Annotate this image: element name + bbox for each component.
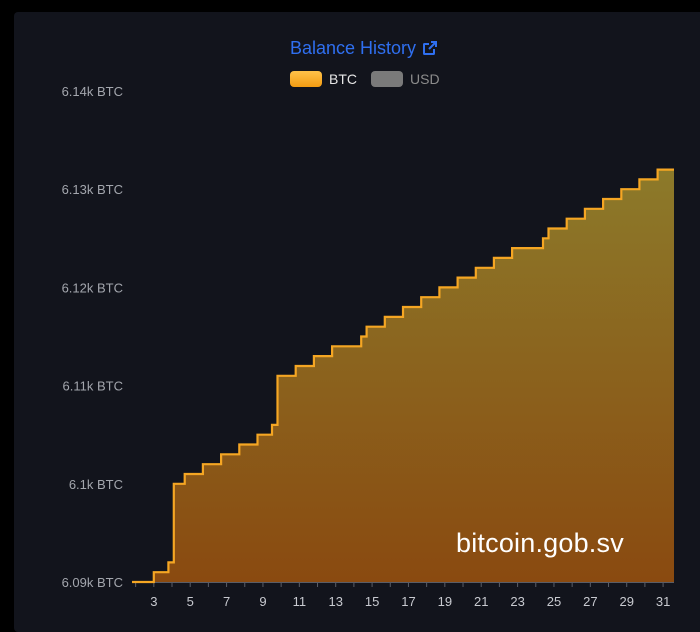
x-tick-label: 3 xyxy=(150,594,157,609)
x-tick-label: 21 xyxy=(474,594,488,609)
chart-title-text[interactable]: Balance History xyxy=(289,38,417,58)
x-tick-label: 25 xyxy=(547,594,561,609)
y-tick-label: 6.1k BTC xyxy=(69,477,123,492)
y-tick-label: 6.11k BTC xyxy=(63,379,123,394)
x-tick-label: 29 xyxy=(619,594,633,609)
x-tick-label: 9 xyxy=(259,594,266,609)
y-axis: 6.09k BTC 6.1k BTC 6.11k BTC 6.12k BTC 6.13k… xyxy=(62,84,123,590)
x-tick-label: 7 xyxy=(223,594,230,609)
legend-label-usd: USD xyxy=(410,71,440,87)
series-line-btc[interactable] xyxy=(132,168,674,584)
x-tick-label: 19 xyxy=(438,594,452,609)
legend-item-btc[interactable]: BTC xyxy=(290,71,357,87)
y-tick-label: 6.14k BTC xyxy=(62,84,123,99)
series-area-btc xyxy=(132,169,674,582)
chart-title[interactable]: Balance History xyxy=(0,38,700,61)
y-tick-label: 6.12k BTC xyxy=(62,280,123,295)
legend-swatch-btc xyxy=(290,71,322,87)
chart-legend: BTC USD xyxy=(290,71,454,87)
plot-area xyxy=(132,168,674,584)
x-tick-label: 27 xyxy=(583,594,597,609)
y-tick-label: 6.09k BTC xyxy=(62,575,123,590)
x-tick-label: 13 xyxy=(328,594,342,609)
x-tick-label: 11 xyxy=(293,594,307,609)
x-tick-label: 15 xyxy=(365,594,379,609)
x-tick-label: 17 xyxy=(401,594,415,609)
y-tick-label: 6.13k BTC xyxy=(62,182,123,197)
x-tick-label: 5 xyxy=(187,594,194,609)
legend-item-usd[interactable]: USD xyxy=(371,71,440,87)
external-link-icon[interactable] xyxy=(422,40,438,61)
x-axis: 3 5 7 9 11 13 15 17 19 21 23 25 27 29 31 xyxy=(132,582,674,609)
legend-swatch-usd xyxy=(371,71,403,87)
x-tick-label: 23 xyxy=(510,594,524,609)
legend-label-btc: BTC xyxy=(329,71,357,87)
x-tick-label: 31 xyxy=(656,594,670,609)
watermark: bitcoin.gob.sv xyxy=(456,528,624,558)
